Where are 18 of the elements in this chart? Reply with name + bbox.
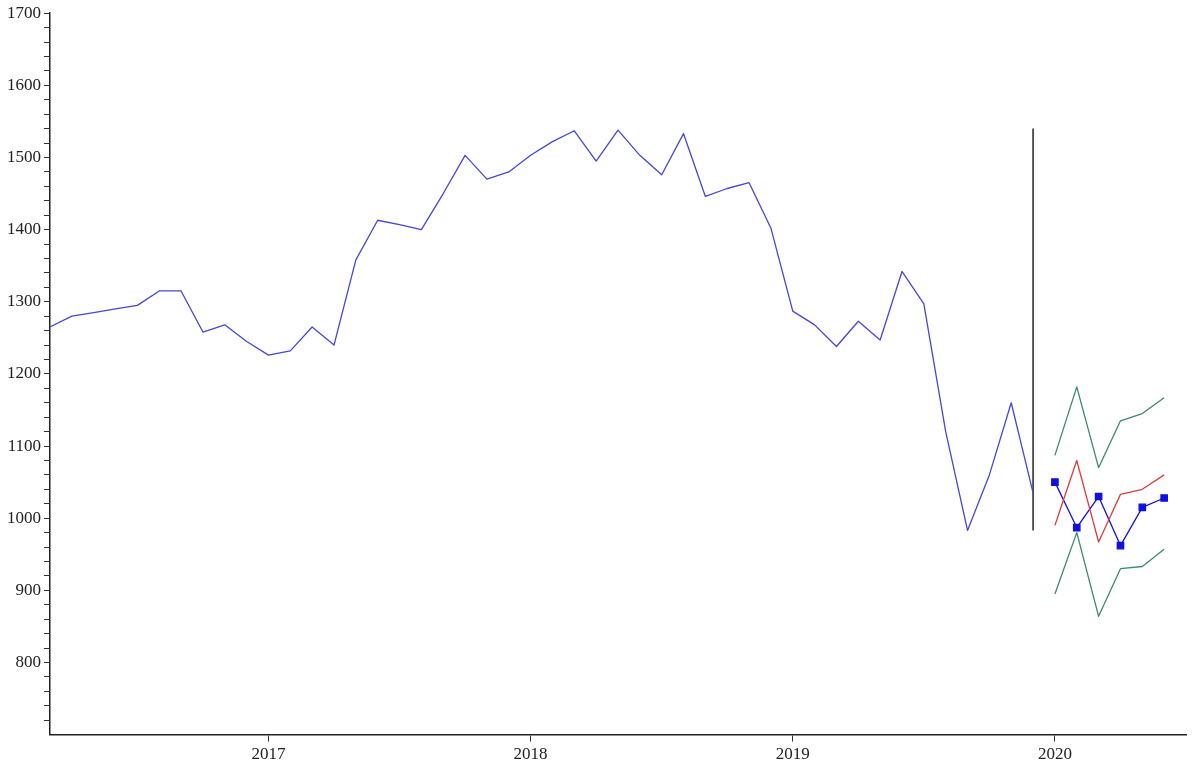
y-tick-label: 1200 [7,363,41,383]
y-tick-label: 1500 [7,146,41,166]
y-tick-label: 1300 [7,291,41,311]
y-tick-label: 1000 [7,507,41,527]
y-tick-label: 800 [15,651,41,671]
point [1160,494,1168,502]
y-tick-label: 1400 [7,219,41,239]
x-tick-label: 2018 [513,744,548,764]
x-tick-label: 2017 [251,744,286,764]
point [1072,523,1081,532]
x-tick-label: 2020 [1037,744,1072,764]
point [1138,503,1147,512]
y-tick-label: 1100 [7,435,41,455]
y-tick-label: 1700 [7,2,41,22]
point [1051,478,1059,486]
x-tick-label: 2019 [775,744,810,764]
y-tick-label: 1600 [7,74,41,94]
y-tick-label: 900 [15,579,41,599]
